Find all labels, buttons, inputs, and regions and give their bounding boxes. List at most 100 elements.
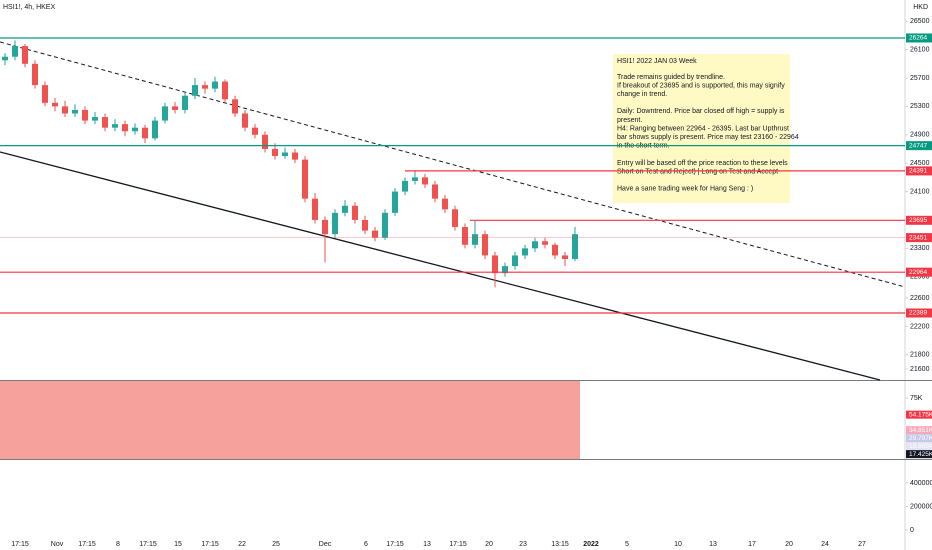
volume-tick-label: 75K	[910, 395, 923, 402]
candle-body	[162, 106, 168, 121]
candle-body	[2, 56, 8, 61]
candle-body	[42, 85, 48, 103]
candle-body	[512, 255, 518, 267]
y-tick-label: 26500	[910, 18, 930, 25]
x-tick-label: Nov	[51, 541, 64, 548]
candle-body	[462, 227, 468, 245]
candle-body	[102, 117, 108, 128]
x-tick-label: 10	[674, 541, 682, 548]
y-tick-label: 21800	[910, 352, 930, 359]
candle-body	[372, 230, 378, 238]
candle-body	[322, 219, 328, 235]
candle-body	[52, 102, 58, 107]
candle-body	[232, 99, 238, 114]
price-tag-label: 23695	[909, 217, 927, 224]
candle-body	[282, 152, 288, 157]
note-line: change in trend.	[617, 91, 667, 98]
x-tick-label: 13	[423, 541, 431, 548]
candle-body	[332, 212, 338, 235]
volume-tag	[906, 442, 932, 451]
y-tick-label: 26100	[910, 46, 930, 53]
price-tag-label: 24391	[909, 168, 927, 175]
candle-body	[262, 134, 268, 149]
symbol: HSI1!, 4h, HKEX	[3, 4, 55, 11]
price-tag	[906, 141, 932, 151]
candle-body	[182, 95, 188, 110]
volume-tag-label: 29.797K	[909, 435, 932, 442]
candle-body	[172, 106, 178, 110]
note-line: Daily: Downtrend. Price bar closed off h…	[617, 108, 785, 115]
x-tick-label: 25	[272, 541, 280, 548]
note-title: HSI1! 2022 JAN 03 Week	[617, 58, 697, 65]
candle-body	[452, 209, 458, 228]
note-line: H4: Ranging between 22964 - 26395. Last …	[617, 125, 789, 132]
candle-body	[432, 184, 438, 199]
x-tick-label: 17:15	[201, 541, 219, 548]
candle-body	[12, 46, 18, 57]
candle-body	[272, 148, 278, 157]
x-tick-label: 15	[174, 541, 182, 548]
candle-body	[382, 212, 388, 238]
price-tag	[906, 267, 932, 277]
candle-body	[72, 109, 78, 114]
x-tick-label: 17:15	[386, 541, 404, 548]
candle-body	[22, 46, 28, 64]
candle-body	[242, 113, 248, 128]
trendline-dashed	[0, 41, 906, 288]
volume-tag	[906, 410, 932, 419]
candle-body	[542, 241, 548, 245]
candle-body	[482, 234, 488, 256]
candle-body	[202, 85, 208, 89]
x-tick-label: 17:15	[449, 541, 467, 548]
y-tick-label: 22600	[910, 295, 930, 302]
candle-body	[442, 198, 448, 210]
y-tick-label: 25300	[910, 103, 930, 110]
x-tick-label: 17:15	[139, 541, 157, 548]
candle-body	[552, 244, 558, 256]
x-tick-label: 6	[364, 541, 368, 548]
candle-body	[222, 81, 228, 100]
x-tick-label: 20	[785, 541, 793, 548]
candle-body	[132, 127, 138, 132]
price-tag-label: 23451	[909, 234, 927, 241]
candle-body	[192, 85, 198, 96]
candle-body	[312, 198, 318, 220]
note-line: Short on Test and Reject) | Long on Test…	[617, 168, 778, 175]
candle-body	[502, 266, 508, 274]
volume-tag-label: 19.865K	[909, 443, 932, 450]
candle-body	[252, 127, 258, 135]
y-tick-label: 24500	[910, 160, 930, 167]
pane3-tick-label: 400000	[910, 480, 932, 487]
y-tick-label: 21600	[910, 366, 930, 373]
candle-body	[152, 120, 158, 139]
price-tag	[906, 233, 932, 243]
candle-body	[422, 177, 428, 185]
candle-body	[392, 191, 398, 213]
x-tick-label: 17:15	[11, 541, 29, 548]
x-tick-label: 22	[238, 541, 246, 548]
note-box	[613, 54, 790, 203]
candle-body	[212, 81, 218, 89]
trendline	[0, 151, 881, 381]
note-line: Entry will be based off the price reacti…	[617, 160, 788, 167]
candle-body	[302, 159, 308, 199]
y-tick-label: 22200	[910, 323, 930, 330]
candle-body	[62, 106, 68, 114]
y-tick-label: 22900	[910, 274, 930, 281]
price-tag	[906, 33, 932, 43]
note-line: Have a sane trading week for Hang Seng :…	[617, 186, 753, 193]
x-tick-label: 17:15	[78, 541, 96, 548]
price-tag-label: 22964	[909, 269, 927, 276]
candle-body	[402, 180, 408, 192]
candle-body	[112, 124, 118, 128]
y-tick-label: 25700	[910, 75, 930, 82]
x-tick-label: 27	[858, 541, 866, 548]
x-tick-label: Dec	[319, 541, 332, 548]
x-tick-label: 13:15	[551, 541, 569, 548]
y-tick-label: 24900	[910, 132, 930, 139]
volume-tag-label: 54.175K	[909, 411, 932, 418]
x-tick-label: 17	[748, 541, 756, 548]
price-tag-label: 22389	[909, 310, 927, 317]
